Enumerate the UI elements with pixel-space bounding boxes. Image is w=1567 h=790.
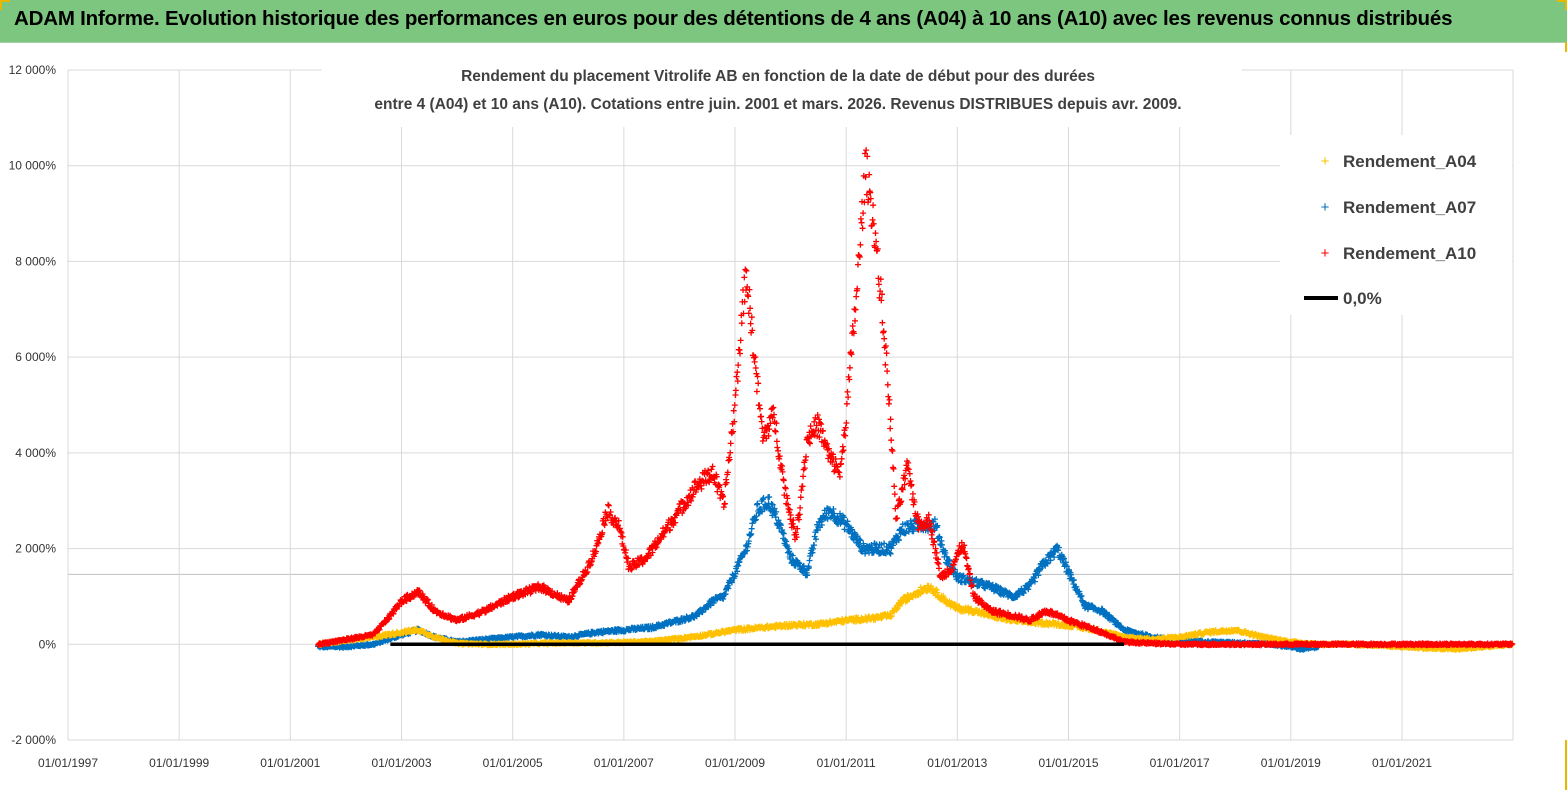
legend-label-a04: Rendement_A04 [1343,152,1477,171]
corner-mark-right-lower [1565,740,1567,790]
x-tick-label: 01/01/2017 [1150,756,1210,770]
legend-marker-a07: + [1321,199,1330,216]
legend-label-a10: Rendement_A10 [1343,244,1476,263]
corner-mark-top-left [0,0,10,2]
performance-chart: -2 000% 0% 2 000% 4 000% 6 000% 8 000% 10 000%… [9,63,1516,770]
report-title: ADAM Informe. Evolution historique des p… [14,7,1453,30]
x-tick-label: 01/01/2001 [260,756,320,770]
series-rendement-a07 [315,494,1322,653]
title-background [322,65,1242,127]
legend-marker-a10: + [1321,245,1330,262]
series-rendement-a10 [315,147,1516,649]
x-tick-label: 01/01/1997 [38,756,98,770]
y-tick-label: 2 000% [15,542,56,556]
x-tick-label: 01/01/2009 [705,756,765,770]
y-tick-label: 12 000% [9,63,57,77]
y-tick-label: -2 000% [11,733,56,747]
corner-mark-right-upper [1565,42,1567,52]
x-tick-label: 01/01/2013 [927,756,987,770]
y-tick-label: 4 000% [15,446,56,460]
legend-marker-a04: + [1321,153,1330,170]
x-tick-label: 01/01/2003 [371,756,431,770]
x-tick-label: 01/01/1999 [149,756,209,770]
x-tick-label: 01/01/2015 [1038,756,1098,770]
y-tick-label: 8 000% [15,254,56,268]
series-marks-rendement-a07 [315,494,1322,653]
x-tick-label: 01/01/2019 [1261,756,1321,770]
corner-mark-top-right-v [1565,0,1567,10]
chart-grid [67,69,1514,741]
plot-area [315,147,1516,653]
y-tick-label: 0% [39,637,57,651]
chart-legend: + Rendement_A04 + Rendement_A07 + Rendem… [1280,135,1512,315]
x-axis: 01/01/1997 01/01/1999 01/01/2001 01/01/2003… [38,756,1432,770]
legend-label-a07: Rendement_A07 [1343,198,1476,217]
chart-title-line-2: entre 4 (A04) et 10 ans (A10). Cotations… [374,96,1181,113]
y-tick-label: 10 000% [9,159,57,173]
x-tick-label: 01/01/2021 [1372,756,1432,770]
chart-title-line-1: Rendement du placement Vitrolife AB en f… [461,68,1095,85]
corner-mark-top-right [1557,0,1567,2]
x-tick-label: 01/01/2005 [483,756,543,770]
y-tick-label: 6 000% [15,350,56,364]
legend-background [1280,135,1512,315]
report-banner: ADAM Informe. Evolution historique des p… [0,0,1567,43]
chart-title: Rendement du placement Vitrolife AB en f… [322,65,1242,127]
corner-mark-top-left-v [0,0,2,10]
legend-label-zero: 0,0% [1343,289,1382,308]
series-marks-rendement-a10 [315,147,1516,649]
x-tick-label: 01/01/2011 [817,756,876,770]
x-tick-label: 01/01/2007 [594,756,654,770]
y-axis: -2 000% 0% 2 000% 4 000% 6 000% 8 000% 10 000%… [9,63,57,747]
